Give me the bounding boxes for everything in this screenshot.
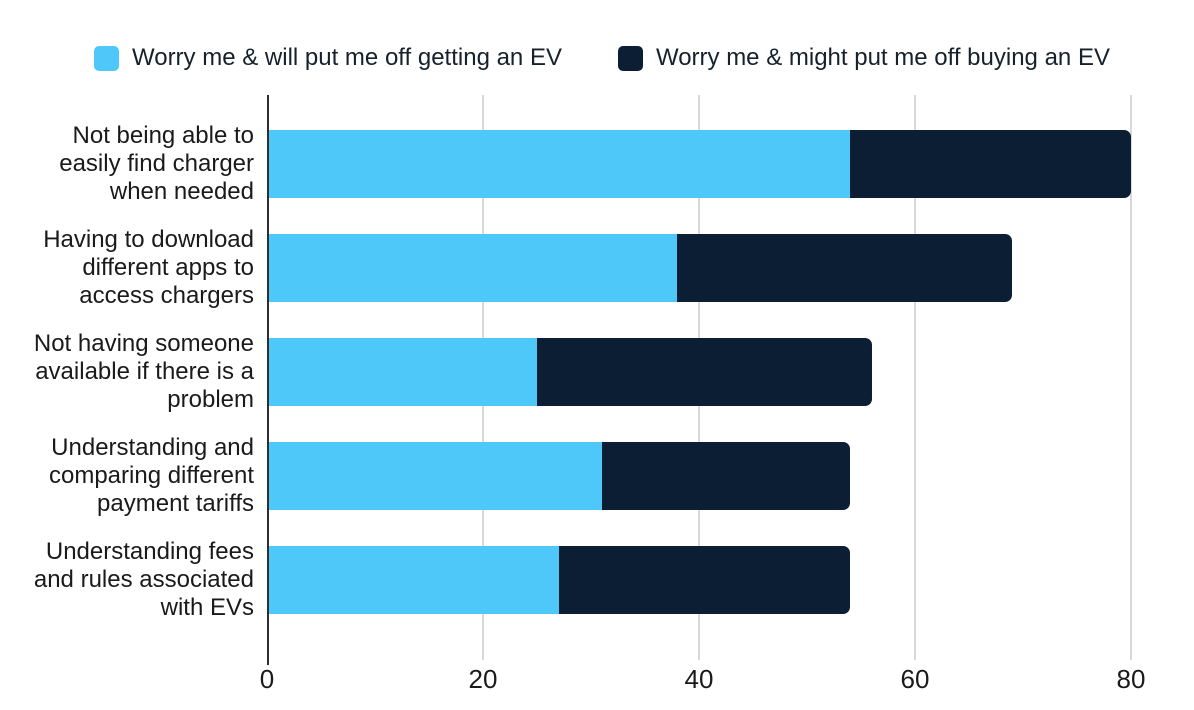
gridline [914, 95, 916, 660]
x-tick-label: 0 [259, 664, 275, 694]
bar-row [267, 424, 1194, 528]
chart-body: Not being able to easily find charger wh… [0, 95, 1194, 665]
legend-item: Worry me & will put me off getting an EV [94, 44, 562, 72]
stacked-bar [267, 234, 1013, 302]
legend: Worry me & will put me off getting an EV… [0, 0, 1194, 72]
bar-row [267, 112, 1194, 216]
x-tick-label: 80 [1116, 664, 1146, 694]
gridline [1130, 95, 1132, 660]
category-label: Not being able to easily find charger wh… [59, 122, 254, 205]
bars-layer [267, 95, 1194, 650]
legend-swatch-icon [94, 45, 119, 71]
y-axis-line [267, 95, 269, 665]
bar-segment-series-2 [850, 130, 1131, 198]
plot [267, 95, 1194, 665]
legend-label: Worry me & will put me off getting an EV [132, 44, 562, 71]
category-label: Understanding and comparing different pa… [48, 434, 254, 517]
stacked-bar [267, 442, 851, 510]
bar-segment-series-1 [267, 130, 851, 198]
bar-row [267, 528, 1194, 632]
bar-row [267, 320, 1194, 424]
category-label: Having to download different apps to acc… [43, 226, 254, 309]
bar-segment-series-1 [267, 234, 678, 302]
bar-segment-series-2 [558, 546, 851, 614]
bar-row [267, 216, 1194, 320]
stacked-bar [267, 130, 1131, 198]
stacked-bar [267, 338, 872, 406]
bar-segment-series-2 [677, 234, 1013, 302]
x-tick-label: 60 [900, 664, 930, 694]
x-tick-label: 40 [684, 664, 714, 694]
legend-item: Worry me & might put me off buying an EV [617, 44, 1110, 72]
bar-segment-series-1 [267, 442, 602, 510]
bar-segment-series-2 [537, 338, 872, 406]
category-labels: Not being able to easily find charger wh… [0, 95, 267, 650]
bar-segment-series-2 [601, 442, 851, 510]
legend-label: Worry me & might put me off buying an EV [655, 44, 1110, 71]
bar-segment-series-1 [267, 338, 537, 406]
category-label: Not having someone available if there is… [33, 330, 254, 413]
category-label: Understanding fees and rules associated … [33, 538, 254, 621]
stacked-bar [267, 546, 851, 614]
bar-segment-series-1 [267, 546, 559, 614]
x-axis: 0 20 40 60 80 [0, 650, 1194, 710]
legend-swatch-icon [617, 45, 643, 71]
x-tick-label: 20 [468, 664, 498, 694]
